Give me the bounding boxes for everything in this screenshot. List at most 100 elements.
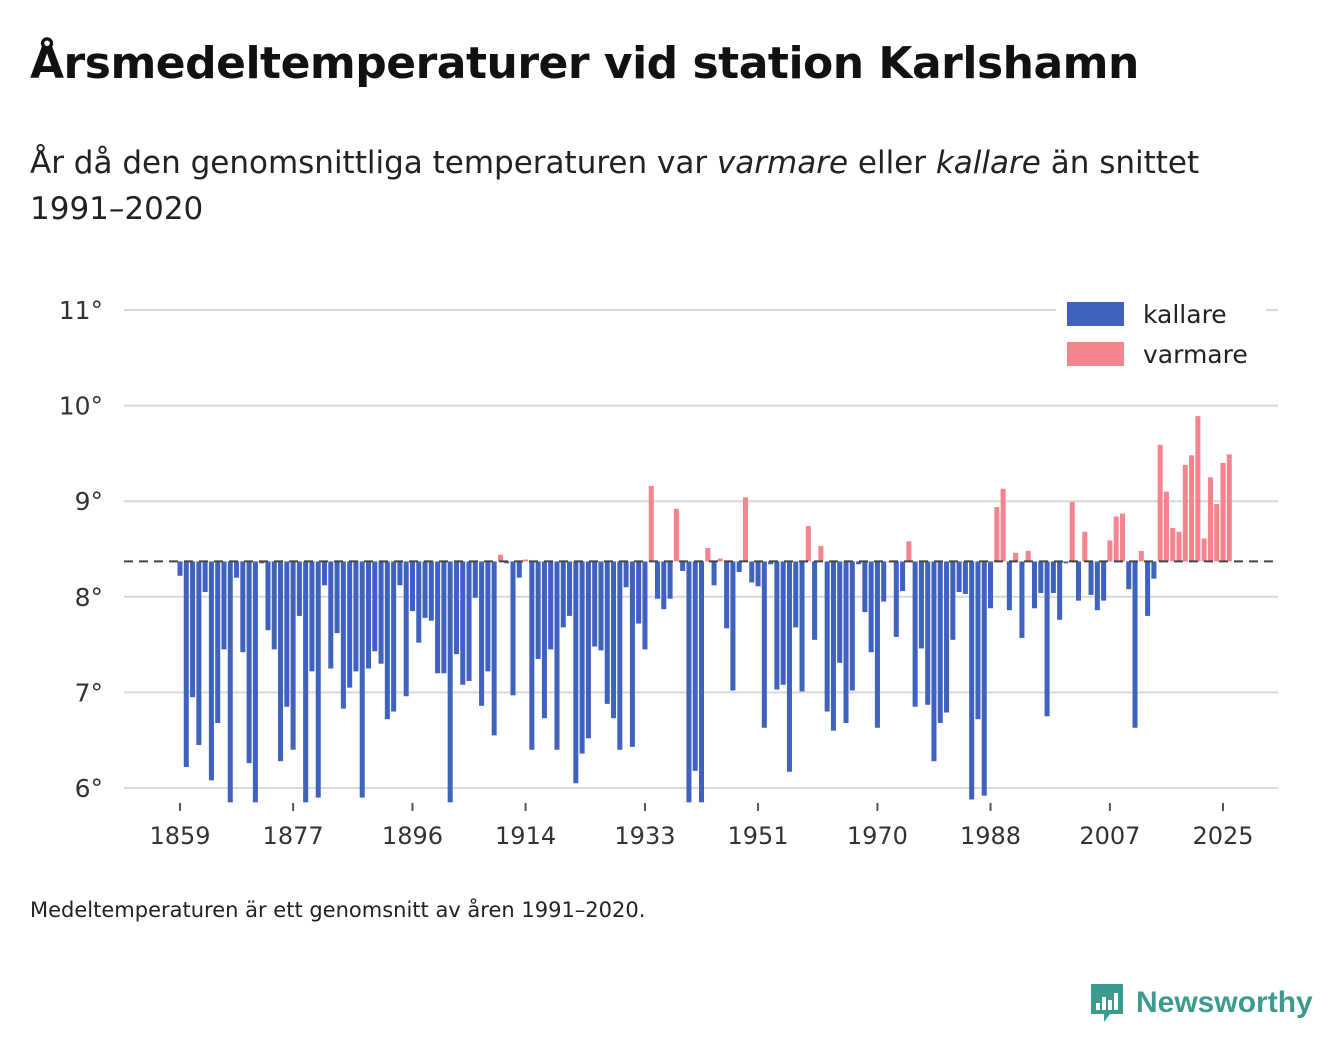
bar-1925 — [592, 561, 598, 647]
bar-1912 — [510, 561, 516, 696]
bar-1889 — [365, 561, 372, 669]
bar-2002 — [1075, 561, 1081, 601]
bar-1967 — [856, 561, 862, 565]
bar-1892 — [384, 561, 390, 720]
bar-2025 — [1220, 462, 1226, 562]
bar-1949 — [742, 497, 748, 562]
bar-1955 — [780, 561, 786, 685]
bar-1871 — [252, 561, 258, 803]
y-tick-label: 11° — [59, 296, 103, 325]
bar-1901 — [441, 561, 447, 674]
y-tick-label: 7° — [75, 678, 103, 707]
bar-2004 — [1088, 561, 1094, 595]
bar-1956 — [786, 561, 792, 772]
bar-1950 — [749, 561, 755, 583]
bar-1937 — [667, 561, 673, 599]
bar-2020 — [1189, 455, 1195, 562]
temperature-chart: 6°7°8°9°10°11° 1859 1877 1896 1914 1933 1951 1… — [59, 294, 1278, 850]
bar-1864 — [208, 561, 214, 781]
bar-1958 — [799, 561, 805, 692]
y-tick-label: 9° — [75, 487, 103, 516]
x-tick-label: 1970 — [847, 822, 908, 850]
bar-2000 — [1063, 561, 1069, 564]
bar-1940 — [686, 561, 692, 803]
bar-1954 — [774, 561, 780, 690]
bar-1867 — [227, 561, 233, 803]
bar-2005 — [1094, 561, 1100, 611]
bar-1934 — [648, 485, 654, 562]
bar-1874 — [271, 561, 277, 650]
bar-1870 — [246, 561, 252, 764]
bar-1995 — [1031, 561, 1038, 609]
bar-1980 — [937, 561, 943, 723]
bar-1948 — [736, 561, 742, 572]
bar-1952 — [761, 561, 767, 728]
bar-1989 — [994, 506, 1000, 562]
bar-1879 — [303, 561, 309, 803]
bar-1873 — [265, 561, 271, 631]
bar-1928 — [611, 561, 617, 719]
bar-1963 — [830, 561, 836, 731]
bar-1996 — [1038, 561, 1044, 593]
bar-1919 — [554, 561, 560, 750]
x-tick-label: 1988 — [960, 822, 1021, 850]
bar-2013 — [1145, 561, 1151, 616]
x-tick-label: 1877 — [263, 822, 324, 850]
bar-2021 — [1195, 416, 1201, 562]
bar-2006 — [1101, 561, 1107, 601]
y-axis: 6° 7° 8° 9° 10° 11° — [59, 296, 103, 803]
bar-1883 — [328, 561, 334, 669]
x-tick-label: 1914 — [495, 822, 556, 850]
bar-1971 — [881, 561, 887, 602]
bar-1931 — [629, 561, 635, 747]
bar-2015 — [1157, 444, 1163, 562]
bar-2011 — [1132, 561, 1138, 728]
bar-1930 — [623, 561, 629, 588]
legend-swatch-varmare — [1067, 342, 1124, 366]
bar-1881 — [315, 561, 321, 798]
bar-1927 — [604, 561, 610, 704]
bar-1862 — [196, 561, 202, 745]
bar-1945 — [717, 558, 723, 562]
bar-1992 — [1013, 552, 1019, 562]
bar-1936 — [661, 561, 667, 610]
bar-2019 — [1182, 464, 1188, 562]
bar-2024 — [1214, 504, 1220, 562]
bar-1926 — [598, 561, 604, 651]
bar-1882 — [322, 561, 328, 586]
bar-1917 — [541, 561, 547, 719]
bar-1904 — [460, 561, 466, 685]
bar-1994 — [1025, 550, 1031, 562]
bar-1875 — [278, 561, 284, 762]
bar-1866 — [221, 561, 227, 650]
x-tick-label: 1896 — [382, 822, 443, 850]
bar-1922 — [573, 561, 579, 784]
bar-1878 — [296, 561, 302, 616]
bar-1979 — [931, 561, 937, 762]
bar-1887 — [353, 561, 359, 672]
bar-2026 — [1226, 454, 1232, 562]
bar-1915 — [529, 561, 535, 750]
bar-1973 — [893, 561, 899, 637]
bar-1865 — [215, 561, 221, 723]
legend: kallare varmare — [1056, 294, 1266, 398]
brand-logo: Newsworthy — [1088, 982, 1313, 1024]
bar-1962 — [824, 561, 830, 712]
x-tick-label: 1933 — [614, 822, 675, 850]
bar-1964 — [837, 561, 843, 663]
bar-1998 — [1050, 561, 1056, 593]
bar-1868 — [234, 561, 240, 578]
bar-1924 — [585, 561, 591, 739]
bar-1902 — [447, 561, 453, 803]
bar-2014 — [1151, 561, 1157, 579]
bar-1943 — [705, 548, 711, 562]
bar-1921 — [567, 561, 573, 616]
bar-1884 — [334, 561, 340, 634]
bar-2023 — [1207, 477, 1213, 562]
bar-1861 — [190, 561, 196, 698]
bar-2017 — [1170, 527, 1176, 562]
bar-1860 — [183, 561, 189, 767]
bar-1981 — [944, 561, 950, 713]
bar-1890 — [372, 561, 378, 652]
bar-1863 — [202, 561, 208, 593]
